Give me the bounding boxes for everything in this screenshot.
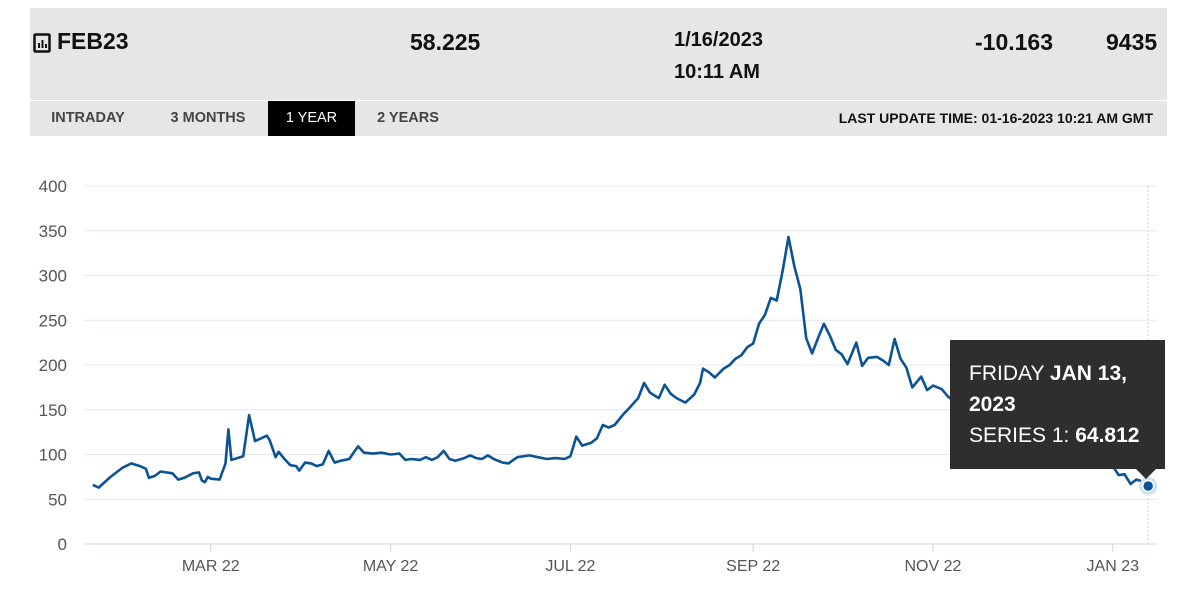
last-price: 58.225 (410, 29, 481, 55)
series-1-line (92, 235, 1149, 489)
tooltip-series-value: 64.812 (1075, 424, 1140, 447)
tooltip-arrow (1136, 469, 1156, 479)
quote-date: 1/16/2023 (674, 29, 763, 51)
x-axis-ticks: MAR 22 MAY 22 JUL 22 SEP 22 NOV 22 JAN 23 (182, 544, 1139, 575)
y-tick-label: 100 (39, 446, 67, 465)
y-tick-label: 0 (58, 535, 67, 554)
x-tick-label: NOV 22 (905, 558, 962, 575)
quote-header: FEB23 58.225 1/16/2023 10:11 AM -10.163 … (30, 8, 1167, 100)
chart-document-icon[interactable] (33, 32, 51, 53)
symbol-block: FEB23 (33, 28, 129, 55)
x-tick-label: JUL 22 (545, 558, 595, 575)
tab-3-months[interactable]: 3 MONTHS (170, 110, 246, 126)
tooltip-day: FRIDAY (969, 362, 1045, 385)
tooltip-date-line2: 2023 (969, 393, 1016, 416)
y-tick-label: 250 (39, 311, 67, 330)
x-tick-label: JAN 23 (1087, 558, 1140, 575)
last-update-time: LAST UPDATE TIME: 01-16-2023 10:21 AM GM… (838, 110, 1153, 126)
y-tick-label: 200 (39, 356, 67, 375)
y-axis-ticks: 0 50 100 150 200 250 300 350 400 (39, 177, 67, 554)
y-tick-label: 50 (48, 490, 67, 509)
price-change: -10.163 (975, 29, 1054, 55)
tooltip-date-line1: JAN 13, (1049, 362, 1127, 385)
y-tick-label: 300 (39, 267, 67, 286)
chart-tooltip: FRIDAY JAN 13, 2023 SERIES 1: 64.812 (950, 340, 1165, 479)
y-tick-label: 350 (39, 222, 67, 241)
highlight-dot (1141, 479, 1155, 493)
range-tabs: INTRADAY 3 MONTHS 1 YEAR 2 YEARS LAST UP… (30, 101, 1167, 136)
x-tick-label: SEP 22 (726, 558, 780, 575)
tab-2-years[interactable]: 2 YEARS (377, 110, 439, 126)
y-tick-label: 400 (39, 177, 67, 196)
quote-datetime: 1/16/2023 10:11 AM (674, 24, 763, 88)
volume: 9435 (1106, 29, 1158, 55)
symbol-label: FEB23 (57, 28, 129, 54)
highlighted-point (1139, 476, 1158, 495)
tab-intraday[interactable]: INTRADAY (51, 110, 125, 126)
x-tick-label: MAY 22 (363, 558, 419, 575)
tab-1-year[interactable]: 1 YEAR (268, 101, 355, 136)
y-tick-label: 150 (39, 401, 67, 420)
quote-time: 10:11 AM (674, 61, 760, 83)
x-tick-label: MAR 22 (182, 558, 240, 575)
tooltip-series-label: SERIES 1: (969, 424, 1070, 447)
